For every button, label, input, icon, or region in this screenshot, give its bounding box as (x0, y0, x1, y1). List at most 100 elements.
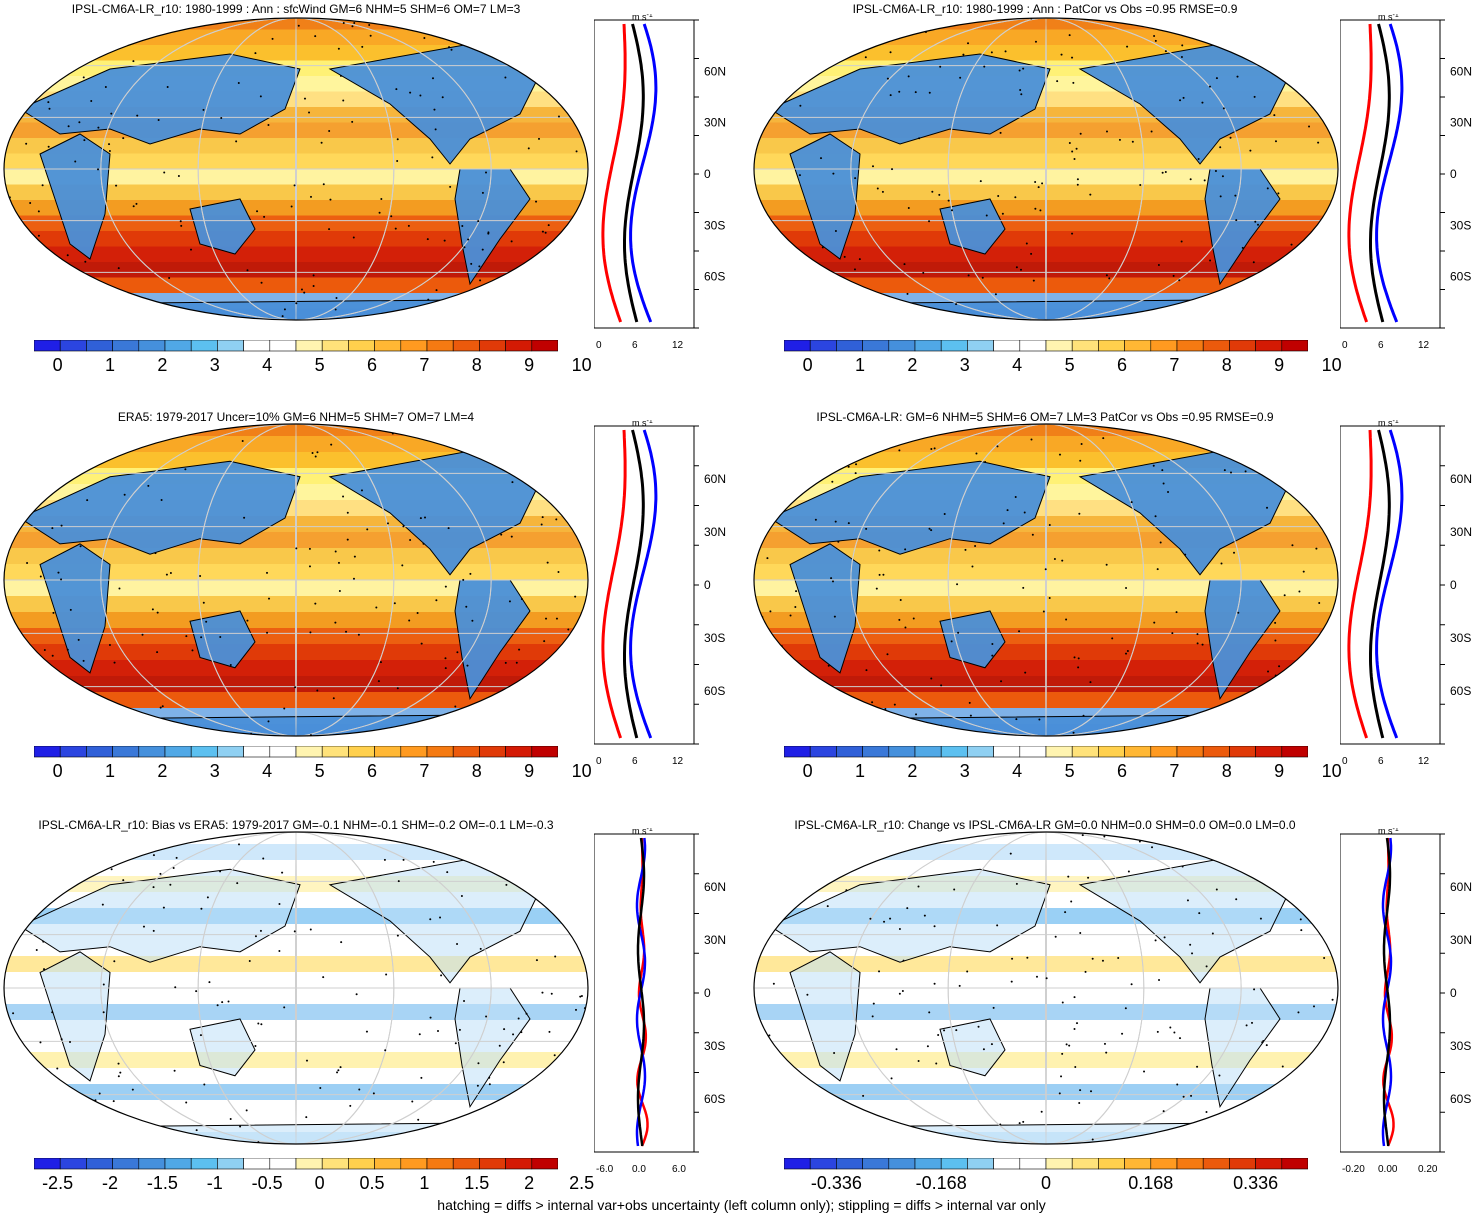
colorbar: -0.336 -0.168 0 0.168 0.336 (783, 1157, 1309, 1193)
colorbar-swatch (1255, 1157, 1283, 1170)
lat-label: 30N (704, 525, 726, 539)
world-map (753, 831, 1339, 1145)
colorbar-label: 0 (802, 761, 813, 781)
colorbar-swatch (1124, 745, 1152, 758)
colorbar-swatch (164, 745, 192, 758)
colorbar-swatch (321, 745, 349, 758)
colorbar-swatch (505, 339, 533, 352)
colorbar-swatch (86, 1157, 113, 1170)
colorbar-swatch (426, 339, 454, 352)
colorbar-swatch (531, 339, 559, 352)
lat-label: 30S (1450, 631, 1471, 645)
profile-curve (1347, 429, 1373, 739)
colorbar-swatch (836, 339, 863, 352)
colorbar-swatch (112, 1157, 140, 1170)
colorbar-label: -2 (101, 1173, 118, 1193)
profile-tick-label: 6 (632, 340, 638, 351)
profile-curve (623, 23, 645, 323)
colorbar-swatch (993, 745, 1021, 758)
colorbar-label: 1 (854, 761, 865, 781)
profile-tick-label: 12 (1418, 756, 1430, 767)
profile-tick-label: 0.20 (1418, 1164, 1438, 1175)
colorbar-swatch (1071, 1157, 1099, 1170)
profile-unit: m s-1 (632, 14, 653, 22)
colorbar-swatch (190, 339, 218, 352)
colorbar-swatch (967, 339, 994, 352)
zonal-mean-profile: 60N 30N 0 30S 60S 0 6 12 m s-1 (1340, 420, 1472, 767)
lat-label: 60N (704, 880, 726, 894)
colorbar-swatch (1045, 1157, 1073, 1170)
colorbar-label: 4 (1012, 761, 1023, 781)
colorbar-label: 2 (157, 355, 168, 375)
colorbar-swatches (783, 1157, 1309, 1170)
colorbar-swatch (452, 745, 480, 758)
colorbar-label: 3 (209, 761, 220, 781)
colorbar-swatch (505, 745, 533, 758)
colorbar-swatch (138, 745, 166, 758)
colorbar-label: 7 (1169, 355, 1180, 375)
colorbar-label: 10 (1321, 355, 1342, 375)
colorbar-swatch (190, 745, 218, 758)
colorbar-label: 6 (366, 761, 377, 781)
colorbar-swatch (269, 1157, 297, 1170)
colorbar: 0 1 2 3 4 5 6 7 8 9 10 (783, 745, 1342, 781)
colorbar-swatch (1098, 1157, 1125, 1170)
colorbar-swatch (295, 1157, 323, 1170)
colorbar-swatch (33, 339, 61, 352)
lat-label: 30S (1450, 218, 1471, 232)
panel-title: IPSL-CM6A-LR: GM=6 NHM=5 SHM=6 OM=7 LM=3… (816, 410, 1274, 424)
colorbar-label: 8 (1221, 355, 1232, 375)
colorbar-swatch (374, 1157, 402, 1170)
lat-label: 30S (704, 631, 725, 645)
lat-label: 60S (704, 684, 725, 698)
lat-label: 60S (704, 1092, 725, 1106)
colorbar-swatch (59, 339, 87, 352)
lat-label: 60S (1450, 1092, 1471, 1106)
zonal-mean-profile: 60N 30N 0 30S 60S -6.0 0.0 6.0 m s-1 (594, 828, 726, 1175)
colorbar-label: 2 (524, 1173, 535, 1193)
colorbar-swatch (1045, 745, 1073, 758)
profile-tick-label: 6 (632, 756, 638, 767)
colorbar-swatch (809, 1157, 837, 1170)
colorbar-swatches (783, 339, 1309, 352)
colorbar-swatch (1150, 745, 1178, 758)
lat-label: 60N (704, 472, 726, 486)
lat-label: 60S (1450, 270, 1471, 284)
colorbar-label: 3 (959, 761, 970, 781)
colorbar-label: 6 (366, 355, 377, 375)
colorbar-swatch (1281, 339, 1309, 352)
colorbar-swatch (217, 339, 244, 352)
colorbar-label: 2 (907, 761, 918, 781)
colorbar-label: 10 (571, 355, 592, 375)
profile-tick-label: 0 (1342, 340, 1348, 351)
colorbar-label: 5 (314, 355, 325, 375)
colorbar-swatches (33, 339, 559, 352)
colorbar-label: 0 (1040, 1173, 1052, 1193)
colorbar-swatch (1071, 339, 1099, 352)
colorbar-label: 8 (471, 761, 482, 781)
profile-tick-label: -0.20 (1342, 1164, 1365, 1175)
colorbar-swatch (59, 745, 87, 758)
profile-tick-label: 12 (1418, 340, 1430, 351)
colorbar-label: 10 (1321, 761, 1342, 781)
colorbar-label: 0 (52, 761, 63, 781)
colorbar-swatch (1229, 1157, 1256, 1170)
colorbar-swatch (888, 745, 916, 758)
profile-curve (1369, 429, 1391, 739)
colorbar-label: 2 (157, 761, 168, 781)
profile-tick-label: 0 (596, 756, 602, 767)
profile-unit: m s-1 (1378, 420, 1399, 428)
lat-label: 30N (704, 116, 726, 130)
profile-unit: m s-1 (632, 828, 653, 836)
colorbar-swatch (86, 745, 113, 758)
colorbar-swatch (1202, 745, 1230, 758)
colorbar-swatch (1124, 1157, 1152, 1170)
zonal-mean-profile: 60N 30N 0 30S 60S 0 6 12 m s-1 (1340, 14, 1472, 351)
profile-curve (601, 23, 627, 323)
colorbar-swatch (1229, 339, 1256, 352)
profile-unit: m s-1 (1378, 14, 1399, 22)
colorbar-swatch (374, 745, 402, 758)
colorbar-swatch (112, 339, 140, 352)
colorbar-swatch (531, 1157, 559, 1170)
colorbar-swatch (295, 745, 323, 758)
